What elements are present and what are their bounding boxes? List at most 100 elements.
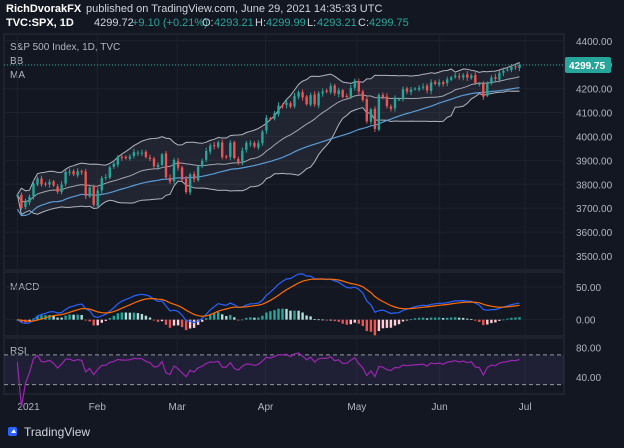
- price-pane[interactable]: [3, 33, 565, 271]
- symbol-label[interactable]: TVC:SPX, 1D: [6, 17, 74, 29]
- macd-histogram-bar: [309, 316, 312, 320]
- candle-body: [285, 102, 288, 105]
- candle-body: [265, 117, 268, 131]
- macd-histogram-bar: [180, 319, 184, 328]
- macd-histogram-bar: [478, 319, 481, 322]
- candle-body: [168, 177, 172, 182]
- macd-histogram-bar: [104, 319, 107, 321]
- macd-histogram-bar: [482, 319, 485, 326]
- chart-layers: 2021FebMarAprMayJunJul4400.004300.004200…: [4, 34, 613, 413]
- candle-body: [462, 75, 465, 78]
- candle-body: [353, 80, 356, 88]
- candle-body: [205, 151, 208, 160]
- candle-body: [36, 178, 39, 185]
- open-value: 4293.21: [214, 17, 254, 29]
- y-tick-label: 3600.00: [576, 228, 613, 239]
- candle-body: [417, 87, 421, 90]
- candle-body: [172, 160, 176, 182]
- candle-body: [361, 91, 364, 101]
- rsi-line: [16, 352, 520, 408]
- macd-histogram-bar: [172, 319, 176, 326]
- candle-body: [112, 163, 115, 167]
- x-tick-label: Jun: [432, 402, 448, 413]
- candle-body: [413, 88, 417, 90]
- macd-histogram-bar: [76, 314, 79, 320]
- bb-indicator-label[interactable]: BB: [10, 56, 24, 67]
- candle-body: [502, 70, 505, 73]
- open-label: O:: [202, 17, 214, 29]
- rsi-pane[interactable]: [3, 337, 565, 395]
- candle-body: [309, 95, 312, 105]
- candle-body: [196, 166, 200, 181]
- candle-body: [494, 77, 497, 79]
- macd-histogram-bar: [124, 312, 128, 320]
- candle-body: [305, 96, 308, 105]
- candle-body: [60, 184, 63, 192]
- macd-histogram-bar: [184, 319, 188, 331]
- macd-histogram-bar: [518, 317, 521, 320]
- macd-histogram-bar: [48, 315, 51, 320]
- macd-histogram-bar: [442, 318, 445, 320]
- macd-y-tick-label: 50.00: [576, 283, 601, 294]
- candle-body: [345, 96, 348, 97]
- author-name[interactable]: RichDvorakFX: [6, 3, 82, 15]
- candle-body: [96, 190, 99, 206]
- macd-histogram-bar: [325, 319, 328, 321]
- tradingview-logo-icon[interactable]: [8, 427, 17, 436]
- macd-histogram-bar: [196, 319, 200, 325]
- candle-body: [100, 178, 103, 191]
- macd-histogram-bar: [425, 318, 429, 320]
- candle-body: [237, 158, 240, 163]
- candle-body: [482, 83, 485, 97]
- macd-histogram-bar: [96, 319, 99, 326]
- macd-pane[interactable]: [3, 271, 565, 337]
- candle-body: [385, 96, 389, 107]
- candle-body: [333, 85, 336, 94]
- rsi-pane-title: RSI: [10, 346, 27, 357]
- macd-y-tick-label: 0.00: [576, 316, 596, 327]
- candle-body: [273, 113, 276, 119]
- candle-body: [160, 154, 164, 165]
- last-price-badge: [565, 56, 611, 73]
- macd-histogram-bar: [209, 314, 212, 320]
- macd-histogram-bar: [494, 319, 497, 323]
- candle-body: [72, 171, 75, 175]
- publish-info: published on TradingView.com, June 29, 2…: [86, 3, 382, 15]
- macd-histogram-bar: [168, 319, 172, 328]
- last-price: 4299.72: [94, 17, 134, 29]
- close-label: C:: [358, 17, 369, 29]
- candle-body: [76, 171, 79, 176]
- low-value: 4293.21: [317, 17, 357, 29]
- macd-histogram-bar: [466, 318, 469, 320]
- macd-histogram-bar: [144, 315, 148, 320]
- candle-body: [213, 145, 216, 147]
- bollinger-lower-line: [16, 90, 520, 216]
- candle-body: [225, 156, 228, 158]
- candle-body: [446, 79, 449, 84]
- macd-histogram-bar: [462, 317, 465, 320]
- macd-histogram-bar: [433, 317, 437, 320]
- candle-body: [152, 158, 156, 167]
- macd-histogram-bar: [88, 319, 91, 322]
- candle-body: [124, 156, 128, 159]
- x-tick-label: 2021: [17, 402, 40, 413]
- candle-body: [68, 171, 71, 173]
- candle-body: [393, 98, 397, 109]
- macd-histogram-bar: [249, 317, 252, 320]
- macd-histogram-bar: [281, 308, 284, 320]
- macd-histogram-bar: [285, 308, 288, 320]
- macd-histogram-bar: [369, 319, 373, 332]
- candle-body: [84, 171, 87, 196]
- macd-histogram-bar: [64, 315, 67, 320]
- macd-histogram-bar: [221, 314, 224, 320]
- y-tick-label: 3500.00: [576, 252, 613, 263]
- macd-histogram-bar: [305, 315, 308, 320]
- macd-histogram-bar: [128, 312, 132, 320]
- candle-body: [229, 142, 232, 158]
- candle-body: [56, 186, 59, 192]
- macd-histogram-bar: [417, 317, 421, 320]
- candle-body: [289, 103, 292, 107]
- macd-histogram-bar: [437, 317, 441, 320]
- brand-name[interactable]: TradingView: [24, 425, 90, 439]
- macd-histogram-bar: [377, 319, 381, 331]
